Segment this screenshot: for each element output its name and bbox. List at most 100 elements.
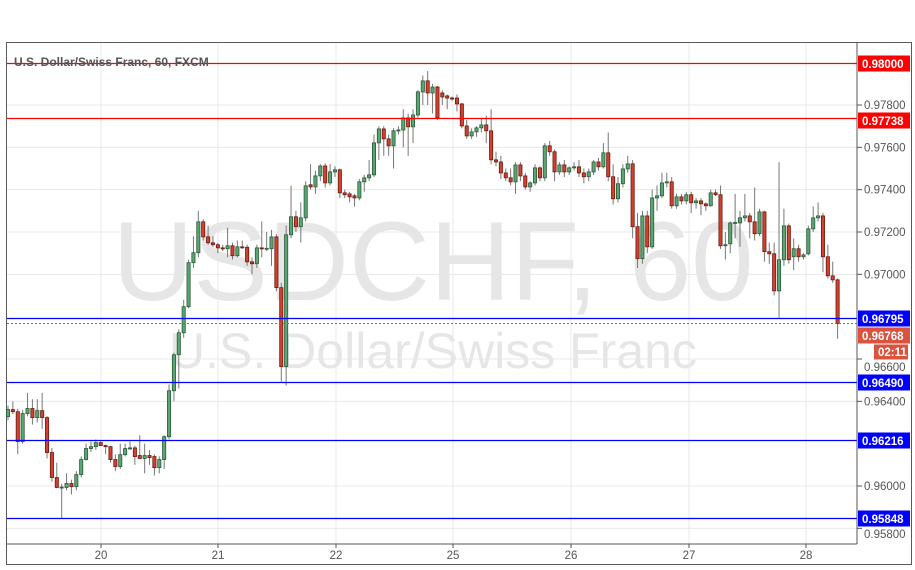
candle-body bbox=[40, 410, 45, 419]
candle-body bbox=[103, 445, 108, 448]
candle-body bbox=[127, 447, 132, 450]
candle-body bbox=[640, 215, 645, 260]
candle-up bbox=[318, 164, 323, 182]
candle-up bbox=[20, 409, 25, 444]
price-axis[interactable]: 0.97800 0.97600 0.97400 0.97200 0.97000 0.966… bbox=[857, 100, 906, 541]
candle-body bbox=[728, 222, 733, 245]
y-tick-label: 0.96400 bbox=[864, 396, 906, 408]
candle-body bbox=[132, 447, 137, 457]
candle-up bbox=[254, 244, 259, 268]
candle-up bbox=[728, 221, 733, 254]
candle-up bbox=[738, 210, 743, 247]
candle-body bbox=[25, 408, 30, 415]
candle-up bbox=[396, 126, 401, 135]
candle-body bbox=[674, 196, 679, 207]
candle-body bbox=[469, 131, 474, 137]
candle-body bbox=[747, 215, 752, 223]
candle-down bbox=[562, 160, 567, 177]
candle-body bbox=[572, 166, 577, 169]
candle-body bbox=[425, 80, 430, 94]
candle-up bbox=[196, 210, 201, 258]
candle-up bbox=[757, 208, 762, 237]
candle-body bbox=[411, 114, 416, 128]
candle-body bbox=[108, 446, 113, 460]
candle-body bbox=[196, 221, 201, 254]
candle-body bbox=[830, 275, 835, 281]
candle-body bbox=[137, 455, 142, 459]
candle-up bbox=[474, 126, 479, 137]
candle-body bbox=[630, 163, 635, 228]
candle-down bbox=[581, 168, 586, 184]
candle-down bbox=[489, 109, 494, 165]
candle-up bbox=[235, 240, 240, 258]
candle-body bbox=[591, 161, 596, 173]
candle-down bbox=[767, 242, 772, 264]
candle-body bbox=[215, 244, 220, 249]
candle-body bbox=[337, 169, 342, 194]
candle-body bbox=[420, 80, 425, 93]
candle-body bbox=[533, 167, 538, 184]
candle-down bbox=[630, 160, 635, 239]
candle-body bbox=[586, 171, 591, 178]
price-label: 0.95848 bbox=[862, 514, 904, 526]
candle-body bbox=[352, 195, 357, 199]
current-price-label: 0.96768 bbox=[862, 331, 904, 343]
candle-down bbox=[772, 242, 777, 296]
candle-down bbox=[337, 168, 342, 199]
candle-body bbox=[772, 253, 777, 292]
candle-body bbox=[684, 194, 689, 202]
candle-body bbox=[371, 142, 376, 176]
candle-down bbox=[762, 210, 767, 262]
candle-body bbox=[762, 211, 767, 253]
candle-down bbox=[381, 126, 386, 156]
candle-body bbox=[10, 409, 15, 413]
candle-up bbox=[167, 384, 172, 440]
candle-body bbox=[430, 86, 435, 94]
candle-body bbox=[518, 164, 523, 177]
price-labels: 0.98000 0.97738 0.96795 0.96768 02:11 0.96490… bbox=[858, 55, 910, 527]
candle-down bbox=[132, 445, 137, 465]
candle-body bbox=[777, 259, 782, 292]
candle-body bbox=[15, 411, 20, 442]
price-label-box bbox=[858, 510, 910, 527]
candle-body bbox=[508, 177, 513, 183]
current-price-box bbox=[858, 327, 910, 344]
candle-body bbox=[98, 442, 103, 446]
horizontal-lines[interactable] bbox=[7, 62, 857, 520]
candle-body bbox=[318, 165, 323, 177]
candle-body bbox=[811, 217, 816, 230]
candle-body bbox=[523, 175, 528, 188]
y-tick-label: 0.97200 bbox=[864, 227, 906, 239]
candle-up bbox=[567, 166, 572, 175]
candle-body bbox=[557, 164, 562, 173]
candle-up bbox=[708, 189, 713, 207]
candle-body bbox=[225, 245, 230, 250]
candle-body bbox=[49, 452, 54, 478]
candle-body bbox=[157, 459, 162, 468]
candle-down bbox=[206, 225, 211, 245]
candle-body bbox=[474, 127, 479, 133]
candle-body bbox=[391, 130, 396, 147]
candle-up bbox=[674, 193, 679, 209]
candle-down bbox=[835, 278, 840, 339]
candle-up bbox=[479, 117, 484, 133]
candle-body bbox=[445, 95, 450, 99]
time-axis[interactable]: 20 21 22 25 26 27 28 bbox=[95, 544, 813, 562]
candle-body bbox=[655, 195, 660, 199]
candle-down bbox=[445, 94, 450, 110]
candle-down bbox=[386, 134, 391, 156]
candle-body bbox=[528, 182, 533, 188]
candle-body bbox=[152, 456, 157, 468]
candle-body bbox=[269, 236, 274, 250]
candle-down bbox=[347, 191, 352, 203]
candle-body bbox=[459, 103, 464, 127]
candle-body bbox=[123, 448, 128, 456]
candle-body bbox=[703, 203, 708, 207]
candle-body bbox=[245, 246, 250, 263]
candle-body bbox=[332, 169, 337, 173]
candle-down bbox=[518, 162, 523, 182]
candle-body bbox=[88, 446, 93, 449]
candle-down bbox=[113, 454, 118, 472]
candle-body bbox=[235, 246, 240, 257]
